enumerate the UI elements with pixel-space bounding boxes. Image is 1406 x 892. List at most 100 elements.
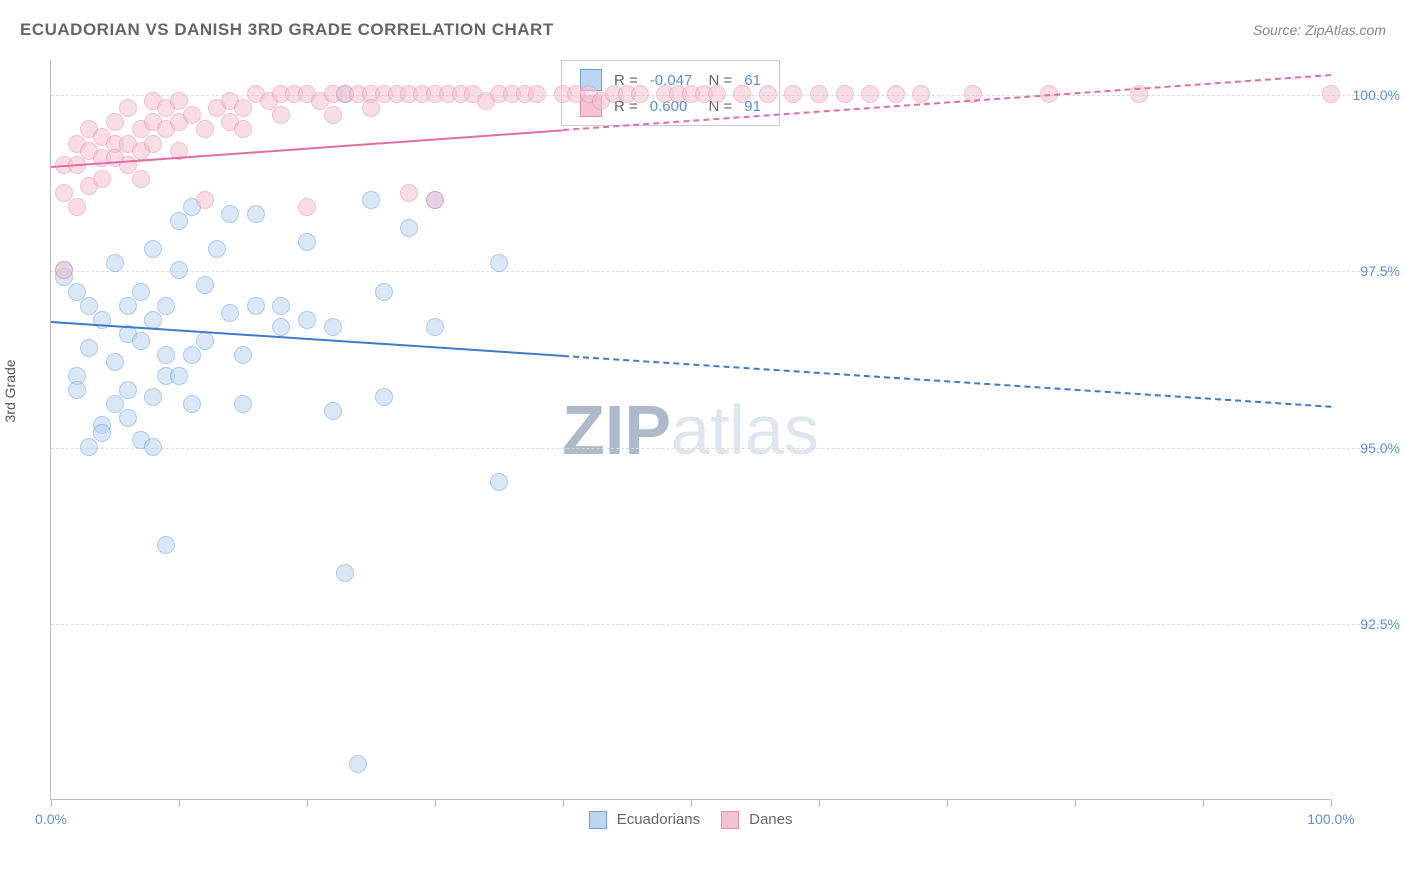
scatter-point: [375, 388, 393, 406]
scatter-point: [426, 191, 444, 209]
scatter-point: [324, 318, 342, 336]
scatter-point: [247, 297, 265, 315]
scatter-point: [708, 85, 726, 103]
scatter-point: [400, 184, 418, 202]
scatter-point: [132, 332, 150, 350]
chart-plot-area: ZIPatlas R =-0.047 N =61 R =0.600 N =91 …: [50, 60, 1330, 800]
chart-title: ECUADORIAN VS DANISH 3RD GRADE CORRELATI…: [20, 20, 554, 40]
xtick: [947, 799, 948, 807]
scatter-point: [272, 318, 290, 336]
scatter-point: [810, 85, 828, 103]
legend-label: Danes: [749, 811, 792, 828]
scatter-point: [298, 311, 316, 329]
scatter-point: [324, 106, 342, 124]
xtick: [1075, 799, 1076, 807]
scatter-point: [324, 402, 342, 420]
scatter-point: [144, 135, 162, 153]
scatter-point: [196, 332, 214, 350]
scatter-point: [106, 113, 124, 131]
scatter-point: [349, 755, 367, 773]
ytick-label: 95.0%: [1340, 440, 1400, 456]
source-label: Source: ZipAtlas.com: [1253, 22, 1386, 38]
scatter-point: [80, 438, 98, 456]
scatter-point: [183, 346, 201, 364]
xtick: [819, 799, 820, 807]
scatter-point: [298, 233, 316, 251]
scatter-point: [157, 346, 175, 364]
gridline: [51, 448, 1390, 449]
xtick: [1331, 799, 1332, 807]
xtick: [691, 799, 692, 807]
scatter-point: [208, 240, 226, 258]
scatter-point: [119, 409, 137, 427]
scatter-point: [759, 85, 777, 103]
scatter-point: [490, 254, 508, 272]
scatter-point: [528, 85, 546, 103]
scatter-point: [234, 120, 252, 138]
scatter-point: [144, 240, 162, 258]
scatter-point: [221, 205, 239, 223]
scatter-point: [106, 254, 124, 272]
xtick: [1203, 799, 1204, 807]
scatter-point: [362, 99, 380, 117]
scatter-point: [170, 261, 188, 279]
scatter-point: [132, 283, 150, 301]
ytick-label: 92.5%: [1340, 616, 1400, 632]
ytick-label: 97.5%: [1340, 263, 1400, 279]
scatter-point: [298, 198, 316, 216]
ytick-label: 100.0%: [1340, 87, 1400, 103]
scatter-point: [375, 283, 393, 301]
trendline: [563, 355, 1331, 408]
scatter-point: [861, 85, 879, 103]
scatter-point: [234, 346, 252, 364]
scatter-point: [272, 106, 290, 124]
scatter-point: [426, 318, 444, 336]
scatter-point: [887, 85, 905, 103]
scatter-point: [106, 353, 124, 371]
gridline: [51, 624, 1390, 625]
scatter-point: [196, 191, 214, 209]
scatter-point: [170, 212, 188, 230]
scatter-point: [1322, 85, 1340, 103]
xtick: [435, 799, 436, 807]
scatter-point: [196, 120, 214, 138]
scatter-point: [144, 388, 162, 406]
scatter-point: [400, 219, 418, 237]
xtick: [563, 799, 564, 807]
scatter-point: [836, 85, 854, 103]
scatter-point: [119, 297, 137, 315]
scatter-point: [132, 170, 150, 188]
scatter-point: [170, 367, 188, 385]
scatter-point: [157, 536, 175, 554]
swatch-danes-icon: [721, 811, 739, 829]
scatter-point: [93, 424, 111, 442]
scatter-point: [912, 85, 930, 103]
scatter-point: [119, 99, 137, 117]
scatter-point: [55, 261, 73, 279]
scatter-point: [336, 564, 354, 582]
scatter-point: [80, 339, 98, 357]
scatter-point: [234, 99, 252, 117]
scatter-point: [119, 381, 137, 399]
scatter-point: [490, 473, 508, 491]
series-legend: Ecuadorians Danes: [589, 811, 793, 829]
scatter-point: [631, 85, 649, 103]
scatter-point: [234, 395, 252, 413]
watermark: ZIPatlas: [562, 390, 819, 470]
scatter-point: [157, 297, 175, 315]
scatter-point: [68, 381, 86, 399]
gridline: [51, 271, 1390, 272]
scatter-point: [733, 85, 751, 103]
scatter-point: [93, 170, 111, 188]
xtick: [51, 799, 52, 807]
legend-label: Ecuadorians: [617, 811, 700, 828]
scatter-point: [784, 85, 802, 103]
y-axis-label: 3rd Grade: [2, 359, 18, 422]
xtick-label: 100.0%: [1307, 811, 1354, 827]
scatter-point: [144, 438, 162, 456]
scatter-point: [221, 304, 239, 322]
xtick-label: 0.0%: [35, 811, 67, 827]
scatter-point: [196, 276, 214, 294]
scatter-point: [183, 395, 201, 413]
swatch-ecuadorians-icon: [589, 811, 607, 829]
